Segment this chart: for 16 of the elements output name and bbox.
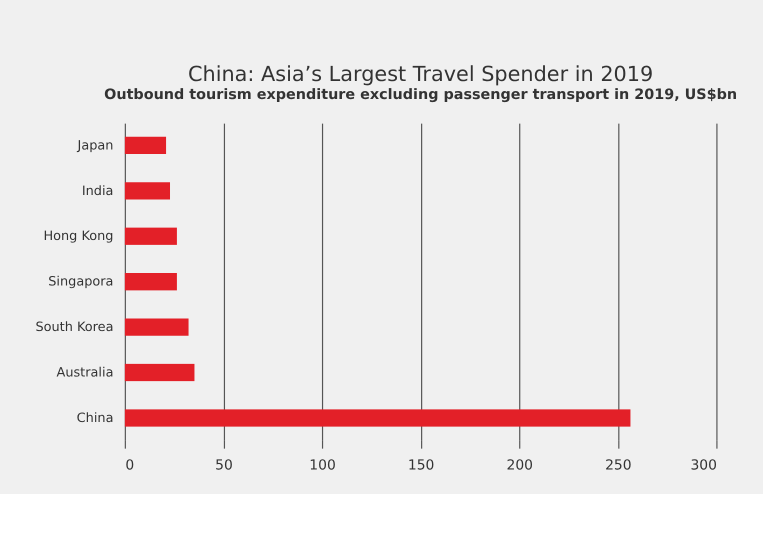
x-tick-label: 50 (215, 457, 233, 474)
y-tick-label: Hong Kong (43, 229, 114, 244)
x-tick-label: 100 (309, 457, 336, 474)
chart-subtitle: Outbound tourism expenditure excluding passenger transport in 2019, US$bn (104, 86, 738, 103)
x-tick-label: 250 (605, 457, 632, 474)
chart-title: China: Asia’s Largest Travel Spender in 2019 (188, 62, 654, 86)
x-tick-label: 200 (506, 457, 533, 474)
y-tick-label: China (76, 410, 114, 426)
y-tick-label: Singapora (48, 274, 114, 290)
x-tick-label: 0 (125, 457, 134, 474)
x-tick-label: 300 (690, 457, 717, 474)
y-tick-label: Japan (76, 138, 114, 154)
y-tick-label: India (82, 184, 114, 199)
y-tick-label: Australia (56, 366, 114, 380)
y-tick-label: South Korea (35, 320, 114, 336)
x-tick-label: 150 (408, 457, 434, 474)
